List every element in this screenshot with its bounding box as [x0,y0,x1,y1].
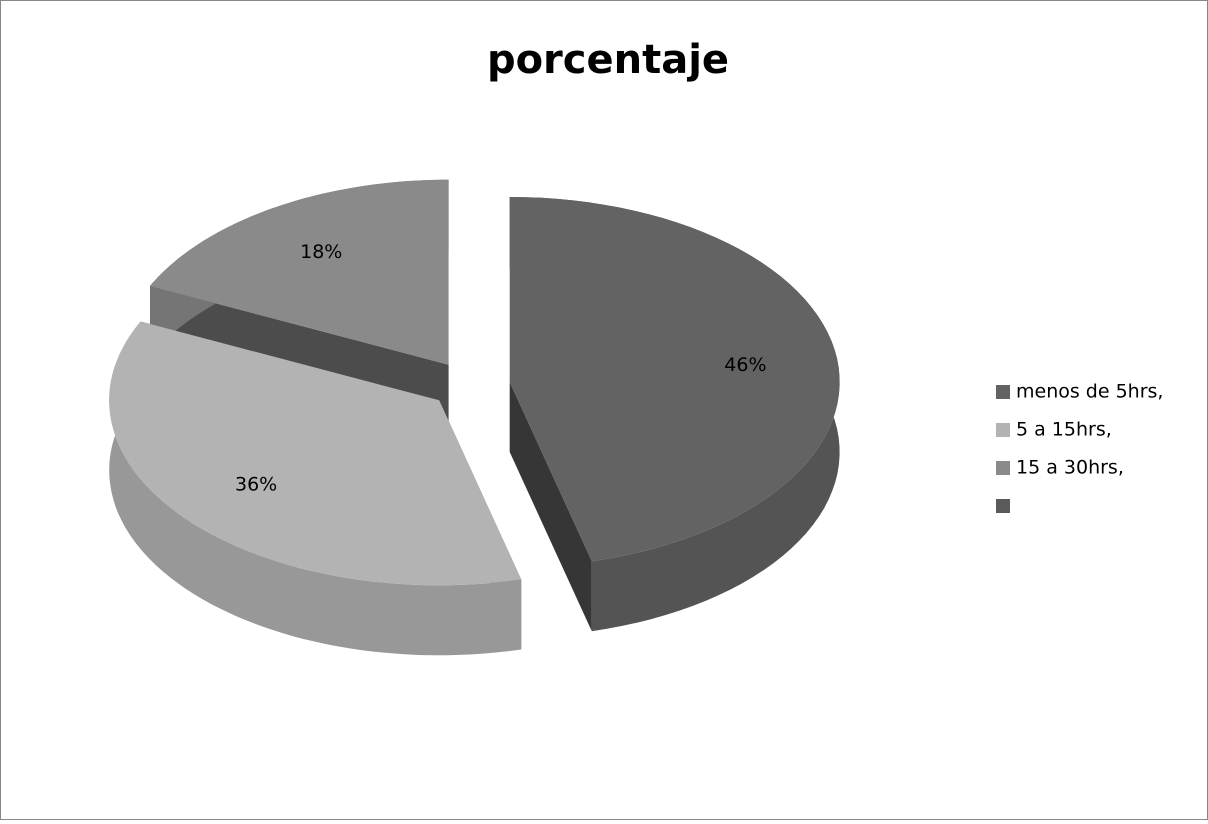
legend-label: menos de 5hrs, [1016,381,1163,403]
pie: 46% 36% 18% [109,179,840,656]
slice-side [509,382,592,632]
slice [509,197,840,562]
legend: menos de 5hrs, 5 a 15hrs, 15 a 30hrs, [996,381,1163,513]
legend-label: 15 a 30hrs, [1016,457,1124,479]
legend-swatch [996,423,1010,437]
legend-swatch [996,461,1010,475]
slice-wall [109,321,522,656]
legend-label: 5 a 15hrs, [1016,419,1112,441]
chart-title: porcentaje [487,37,729,83]
slice [109,321,522,586]
data-label: 46% [724,354,766,376]
data-label: 18% [300,241,342,263]
legend-swatch [996,385,1010,399]
data-label: 36% [235,474,277,496]
legend-swatch [996,499,1010,513]
slice [150,179,449,365]
